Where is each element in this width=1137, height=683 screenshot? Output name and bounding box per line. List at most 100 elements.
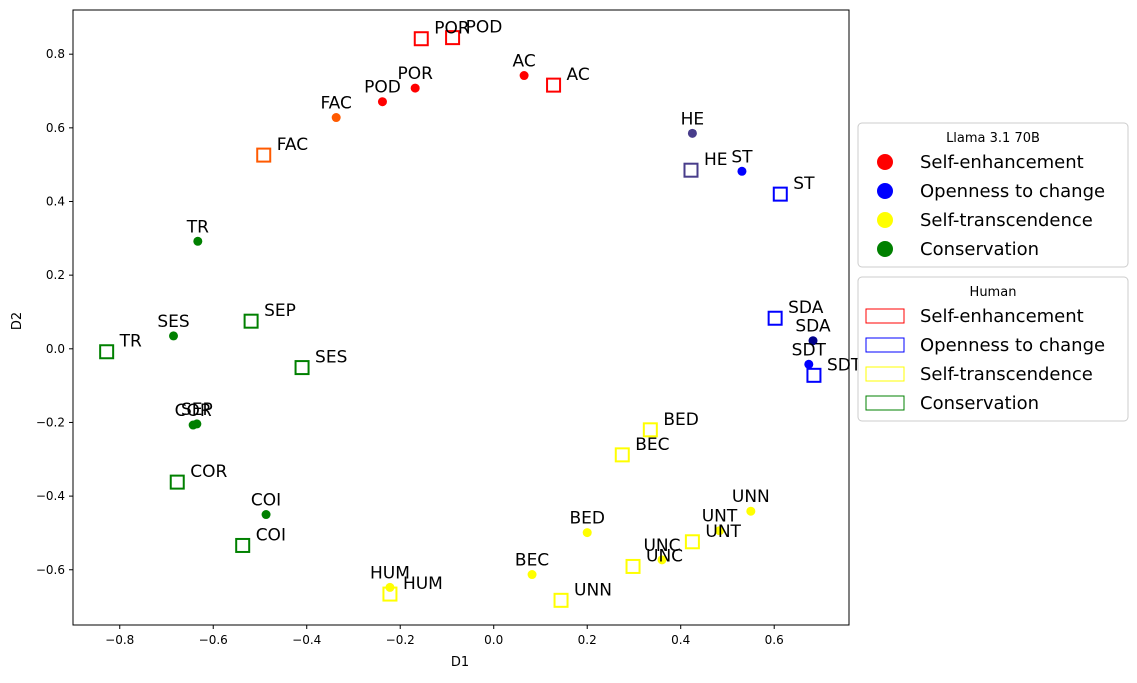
legend-marker-circle — [877, 241, 893, 257]
model-point-unt — [715, 526, 725, 536]
human-point-ac — [546, 77, 562, 93]
y-axis-label: D2 — [10, 312, 25, 330]
x-tick-label: 0.6 — [765, 633, 784, 647]
model-point-label: HE — [681, 109, 705, 129]
legend-box — [857, 276, 1129, 422]
human-point-por — [413, 31, 429, 47]
legend-marker-square — [865, 366, 905, 382]
y-tick-label: −0.4 — [36, 489, 65, 503]
legend-marker-square — [865, 337, 905, 353]
x-tick-label: 0.2 — [578, 633, 597, 647]
model-point-ac — [519, 71, 529, 81]
model-point-unc — [657, 555, 667, 565]
axes: −0.8 −0.6 −0.4 −0.2 0.0 0.2 0.4 0.6 −0.6 −0.4 −0.2… — [36, 47, 784, 647]
human-point-label: POR — [434, 19, 470, 39]
human-point-label: TR — [119, 332, 142, 352]
human-point-bed — [642, 422, 658, 438]
y-tick-label: 0.2 — [46, 268, 65, 282]
human-point-label: ST — [793, 174, 815, 194]
data-points — [99, 30, 822, 608]
y-tick-label: 0.8 — [46, 47, 65, 61]
x-tick-label: 0.0 — [484, 633, 503, 647]
x-tick-label: −0.8 — [105, 633, 134, 647]
model-point-por — [410, 83, 420, 93]
x-tick-label: −0.2 — [386, 633, 415, 647]
model-point-label: HUM — [370, 563, 410, 583]
model-point-label: COR — [175, 401, 212, 421]
human-point-fac — [256, 147, 272, 163]
human-point-sdt — [806, 367, 822, 383]
legend-entry-label: Conservation — [920, 393, 1039, 414]
human-point-coi — [235, 537, 251, 553]
model-point-label: BEC — [515, 551, 549, 571]
model-point-st — [737, 166, 747, 176]
legends: Llama 3.1 70B Self-enhancement Openness to… — [857, 122, 1129, 422]
model-point-label: TR — [186, 217, 209, 237]
model-point-fac — [331, 113, 341, 123]
legend-title: Human — [970, 285, 1017, 300]
model-point-label: SDT — [792, 340, 827, 360]
model-point-label: UNC — [643, 536, 680, 556]
model-point-sda — [808, 336, 818, 346]
model-point-coi — [261, 510, 271, 520]
model-point-label: SDA — [795, 317, 831, 337]
legend-entry-label: Self-transcendence — [920, 364, 1093, 385]
human-point-label: COR — [190, 462, 227, 482]
human-point-label: HE — [704, 150, 728, 170]
human-point-he — [683, 162, 699, 178]
human-point-label: UNN — [574, 580, 612, 600]
plot-frame — [72, 9, 850, 626]
legend-title: Llama 3.1 70B — [946, 131, 1040, 146]
human-point-label: SEP — [264, 301, 296, 321]
legend-entry-label: Self-transcendence — [920, 210, 1093, 231]
legend-box — [857, 122, 1129, 268]
model-point-label: SES — [157, 312, 189, 332]
x-axis-label: D1 — [451, 655, 469, 670]
model-point-label: SEP — [181, 400, 213, 420]
model-point-sep — [192, 419, 202, 429]
model-point-he — [687, 128, 697, 138]
model-point-ses — [169, 331, 179, 341]
human-point-label: SDT — [827, 355, 862, 375]
human-point-label: SES — [315, 348, 347, 368]
human-point-label: SDA — [788, 298, 824, 318]
human-point-sep — [243, 313, 259, 329]
model-point-label: AC — [513, 52, 536, 72]
legend-human: Human Self-enhancement Openness to change S… — [857, 276, 1129, 422]
y-tick-label: 0.6 — [46, 121, 65, 135]
human-point-label: HUM — [403, 574, 443, 594]
human-point-label: AC — [567, 65, 590, 85]
x-tick-label: −0.6 — [199, 633, 228, 647]
human-point-pod — [445, 30, 461, 46]
model-point-label: UNN — [732, 487, 770, 507]
human-point-unc — [625, 558, 641, 574]
legend-marker-circle — [877, 212, 893, 228]
legend-marker-square — [865, 395, 905, 411]
model-point-label: COI — [251, 491, 281, 511]
human-point-label: POD — [466, 18, 503, 38]
model-point-label: UNT — [702, 507, 738, 527]
human-point-label: UNT — [705, 522, 741, 542]
model-point-bed — [582, 528, 592, 538]
legend-entry-label: Openness to change — [920, 335, 1105, 356]
legend-marker-circle — [877, 154, 893, 170]
axes-frame — [72, 9, 850, 626]
human-point-ses — [294, 360, 310, 376]
legend-model: Llama 3.1 70B Self-enhancement Openness to… — [857, 122, 1129, 268]
human-point-st — [772, 186, 788, 202]
human-point-bec — [614, 447, 630, 463]
model-point-label: FAC — [320, 94, 351, 114]
model-point-label: ST — [731, 147, 753, 167]
model-point-label: POD — [364, 78, 401, 98]
human-point-hum — [382, 586, 398, 602]
human-point-cor — [169, 474, 185, 490]
model-point-unn — [746, 506, 756, 516]
human-point-label: BEC — [635, 435, 669, 455]
model-point-pod — [377, 97, 387, 107]
model-point-tr — [193, 236, 203, 246]
human-point-sda — [767, 310, 783, 326]
y-tick-label: 0.4 — [46, 194, 65, 208]
human-point-tr — [99, 344, 115, 360]
human-point-label: UNC — [646, 546, 683, 566]
